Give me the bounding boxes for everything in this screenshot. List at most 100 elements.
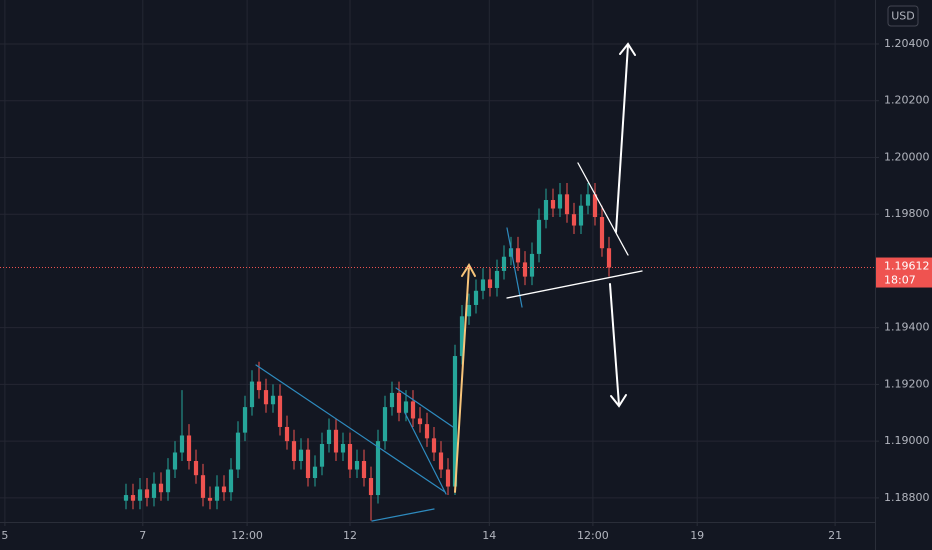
candle-body xyxy=(487,279,493,288)
grid xyxy=(0,0,875,522)
candle-body xyxy=(172,452,178,470)
candle-body xyxy=(228,469,234,493)
trend-line xyxy=(404,412,447,495)
candle-body xyxy=(466,304,472,317)
candle-body xyxy=(200,475,206,498)
candle-body xyxy=(165,469,171,493)
arrow xyxy=(609,283,620,406)
arrow-head xyxy=(461,263,476,277)
arrow-head xyxy=(610,394,627,408)
candle-body xyxy=(403,401,409,413)
candle-body xyxy=(221,486,227,493)
candle-body xyxy=(592,194,598,218)
y-tick-label: 1.19400 xyxy=(884,321,930,334)
arrow-head xyxy=(619,42,636,56)
candle-body xyxy=(543,200,549,220)
candle-body xyxy=(452,356,458,487)
candle-body xyxy=(375,441,381,496)
candle-body xyxy=(130,495,136,501)
candle-body xyxy=(214,486,220,501)
x-tick-label: 21 xyxy=(828,529,842,542)
x-tick-label: 12:00 xyxy=(577,529,609,542)
candle-body xyxy=(557,194,563,209)
x-tick-label: 12 xyxy=(343,529,357,542)
candle-body xyxy=(333,429,339,453)
candle-body xyxy=(256,381,262,391)
x-tick-label: 14 xyxy=(482,529,496,542)
candle-body xyxy=(277,395,283,427)
candle-body xyxy=(158,483,164,493)
candle-body xyxy=(263,390,269,405)
candle-body xyxy=(193,461,199,476)
trend-line xyxy=(371,508,435,522)
candle-body xyxy=(536,219,542,254)
candle-body xyxy=(382,407,388,442)
trend-line xyxy=(577,162,629,256)
arrow xyxy=(615,44,629,233)
candle-body xyxy=(606,248,612,268)
candle-body xyxy=(151,483,157,498)
candle-body xyxy=(396,392,402,413)
candle-body xyxy=(459,316,465,357)
trend-line xyxy=(255,364,446,493)
candle-body xyxy=(571,214,577,226)
candle-body xyxy=(473,290,479,305)
candle-body xyxy=(326,429,332,444)
candle-body xyxy=(417,418,423,425)
axes: 1.18800 1.19000 1.19200 1.19400 1.19800 1.200… xyxy=(0,37,932,542)
candle-body xyxy=(270,395,276,405)
candle-body xyxy=(235,432,241,470)
x-tick-label: 5 xyxy=(1,529,8,542)
candle-body xyxy=(368,478,374,496)
candle-body xyxy=(305,449,311,479)
candle-body xyxy=(319,443,325,467)
x-tick-label: 7 xyxy=(139,529,146,542)
candle-body xyxy=(123,495,129,501)
candle-body xyxy=(291,441,297,462)
candle-body xyxy=(284,426,290,442)
currency-box xyxy=(887,5,919,27)
trend-line xyxy=(506,270,643,299)
candle-body xyxy=(424,424,430,439)
candle-body xyxy=(207,497,213,501)
drawings xyxy=(255,42,643,522)
candle-body xyxy=(515,248,521,263)
candle-body xyxy=(445,469,451,487)
candle-body xyxy=(410,401,416,419)
y-tick-label: 1.19200 xyxy=(884,377,930,390)
candle-body xyxy=(550,200,556,209)
candle-body xyxy=(361,461,367,479)
y-tick-label: 1.20400 xyxy=(884,37,930,50)
y-tick-label: 1.19800 xyxy=(884,207,930,220)
candle-body xyxy=(144,489,150,498)
candle-body xyxy=(340,443,346,453)
candle-body xyxy=(438,452,444,470)
candles xyxy=(123,182,612,521)
currency: USD xyxy=(891,10,915,23)
y-tick-label: 1.18800 xyxy=(884,491,930,504)
candle-body xyxy=(480,279,486,291)
x-tick-label: 19 xyxy=(690,529,704,542)
candle-body xyxy=(508,248,514,257)
trend-line xyxy=(395,387,454,428)
candle-body xyxy=(389,392,395,408)
last-price-box xyxy=(876,257,932,288)
candle-body xyxy=(298,449,304,462)
candle-body xyxy=(347,443,353,470)
y-tick-label: 1.20000 xyxy=(884,150,930,163)
candle-body xyxy=(179,435,185,453)
candle-body xyxy=(431,438,437,453)
y-tick-label: 1.20200 xyxy=(884,94,930,107)
arrow xyxy=(454,265,470,493)
candle-body xyxy=(564,194,570,215)
x-tick-label: 12:00 xyxy=(231,529,263,542)
candle-body xyxy=(186,435,192,462)
candle-body xyxy=(599,217,605,249)
last-price-label: 1.19612 xyxy=(884,260,930,273)
trend-line xyxy=(506,227,523,308)
candle-body xyxy=(578,205,584,226)
candle-body xyxy=(242,407,248,433)
